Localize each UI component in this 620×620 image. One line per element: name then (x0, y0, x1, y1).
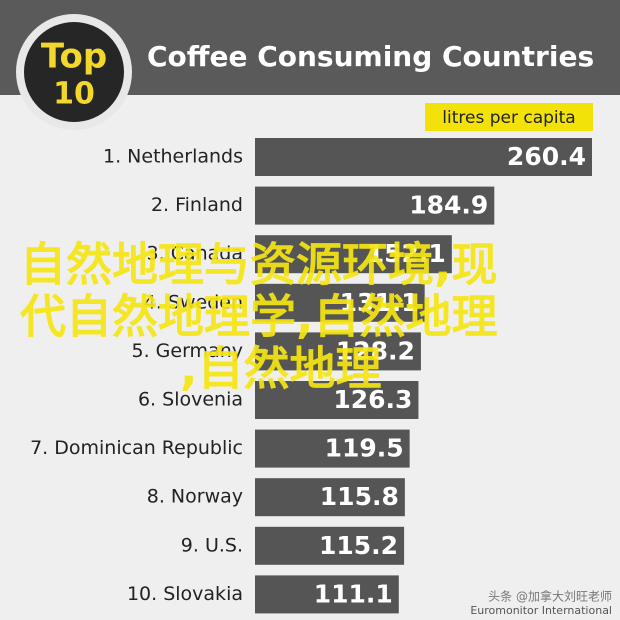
value-label: 115.8 (320, 482, 399, 511)
value-label: 184.9 (409, 191, 488, 220)
bars: 1. Netherlands 260.4 2. Finland 184.9 3. Can… (30, 138, 592, 614)
category-label: 6. Slovenia (138, 389, 243, 411)
bar (255, 526, 405, 565)
unit-box (425, 103, 593, 131)
bar (255, 478, 405, 517)
category-label: 8. Norway (147, 486, 243, 508)
value-label: 152.1 (367, 239, 446, 268)
value-label: 126.3 (333, 385, 412, 414)
value-label: 260.4 (507, 142, 586, 171)
bar (255, 332, 421, 371)
category-label: 1. Netherlands (103, 146, 243, 168)
bar (255, 575, 399, 614)
source: Euromonitor International (470, 604, 612, 617)
value-label: 111.1 (314, 579, 393, 608)
category-label: 3. Canada (147, 243, 243, 265)
badge (24, 22, 124, 122)
unit-label: litres per capita (442, 108, 575, 128)
bar (255, 381, 419, 419)
badge-top: Top (41, 37, 107, 77)
bar (255, 186, 495, 225)
badge-bottom: 10 (53, 77, 95, 112)
overlay-text: 代自然地理学,自然地理 (19, 290, 497, 344)
bar (255, 283, 425, 322)
category-label: 9. U.S. (181, 534, 243, 556)
bar (255, 235, 452, 274)
watermark: 头条 @加拿大刘旺老师 (488, 589, 612, 604)
category-label: 4. Sweden (144, 291, 243, 313)
bar (255, 429, 410, 468)
chart-title: Coffee Consuming Countries (147, 40, 594, 73)
value-label: 128.2 (336, 336, 415, 365)
category-label: 5. Germany (132, 340, 244, 362)
value-label: 131.1 (340, 288, 419, 317)
overlay-text: 自然地理与资源环境,现 (20, 238, 497, 292)
category-label: 10. Slovakia (127, 583, 243, 605)
category-label: 2. Finland (151, 194, 243, 216)
value-label: 115.2 (319, 531, 398, 560)
value-label: 119.5 (325, 434, 404, 463)
category-label: 7. Dominican Republic (30, 437, 243, 459)
bar (255, 138, 592, 176)
overlay-text: ,自然地理 (180, 342, 381, 396)
